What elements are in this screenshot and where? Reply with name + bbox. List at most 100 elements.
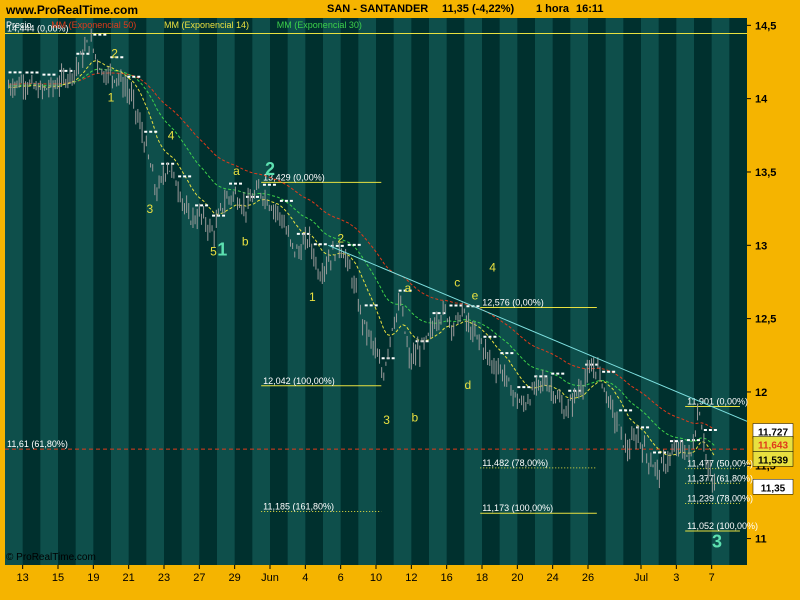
x-tick-label: 18 [476,572,488,584]
session-band [287,18,306,565]
wave-label: e [472,289,479,303]
wave-label: d [465,378,472,392]
ema50-line [8,72,715,431]
copyright-text: © ProRealTime.com [6,552,96,563]
fibonacci-levels: 14,444 (0,00%) 11,61 (61,80%) 13,429 (0,00… [5,24,758,532]
x-tick-label: 21 [123,572,135,584]
clock-time: 16:11 [576,3,604,15]
x-tick-label: 19 [87,572,99,584]
y-tick-label: 12,5 [755,314,776,326]
y-tick-label: 13 [755,240,767,252]
x-tick-label: 15 [52,572,64,584]
price-box [752,451,794,467]
fib-level-label: 11,239 (78,00%) [687,494,753,504]
wave-label: 2 [111,47,118,61]
wave-label: 1 [309,290,316,304]
fib-level-label: 11,477 (50,00%) [687,459,753,469]
fib-level-label: 14,444 (0,00%) [7,24,69,34]
last-quote: 11,35 (-4,22%) [442,3,515,15]
session-band [393,18,412,565]
wave-label: 4 [168,129,175,143]
wave-label: 3 [383,413,390,427]
price-bars [8,28,715,493]
fib-level-label: 11,173 (100,00%) [482,503,553,513]
price-box-label: 11,35 [761,483,786,494]
session-band [323,18,341,565]
session-band [75,18,94,565]
fib-level-label: 11,052 (100,00%) [687,521,758,531]
trendline-layer [328,244,748,422]
session-band [5,18,23,565]
fib-level-label: 11,482 (78,00%) [482,458,548,468]
session-band [252,18,270,565]
plot-background [5,18,747,565]
price-box-label: 11,727 [758,428,788,439]
price-box [752,479,794,495]
x-tick-label: 4 [302,572,308,584]
session-band [499,18,518,565]
fib-level-label: 13,429 (0,00%) [263,172,325,182]
timeframe: 1 hora [536,3,570,15]
wave-label: 3 [712,531,722,551]
session-band [111,18,129,565]
x-tick-label: 16 [441,572,453,584]
session-band [358,18,376,565]
y-tick-label: 14 [755,94,768,106]
fib-level-label: 11,901 (0,00%) [687,396,748,406]
wave-label: 1 [217,240,227,260]
wave-label: a [233,164,240,178]
x-tick-label: 24 [547,572,559,584]
session-band [464,18,482,565]
x-tick-label: 12 [405,572,417,584]
x-tick-label: Jul [634,572,648,584]
ema30-line [8,68,715,447]
legend-entry: MM (Exponencial 30) [277,20,362,30]
session-band [181,18,200,565]
session-band [535,18,553,565]
y-tick-label: 12 [755,387,767,399]
x-tick-label: Jun [261,572,279,584]
x-tick-label: 29 [229,572,241,584]
trendline [328,244,748,422]
price-box-label: 11,539 [758,455,788,466]
fib-level-label: 11,61 (61,80%) [7,439,68,449]
session-band [711,18,730,565]
site-title[interactable]: www.ProRealTime.com [6,3,139,17]
wave-label: a [404,281,411,295]
x-tick-label: 26 [582,572,594,584]
moving-averages [8,33,718,457]
x-axis: 13 15 19 21 23 27 29 Jun 4 6 10 12 16 18 20 24 26 Jul 3 7 [17,565,715,584]
x-tick-label: 23 [158,572,170,584]
x-tick-label: 10 [370,572,382,584]
wave-label: b [242,234,249,248]
wave-label: 5 [210,245,217,259]
legend-entry: MM (Exponencial 14) [164,20,249,30]
wave-label: 2 [337,231,344,245]
session-band [605,18,624,565]
ema14-line [8,60,715,457]
y-tick-label: 13,5 [755,167,776,179]
wave-label: b [412,410,419,424]
wave-label: 1 [108,91,115,105]
x-tick-label: 7 [709,572,715,584]
y-tick-label: 11 [755,534,767,546]
y-tick-label: 14,5 [755,20,776,32]
x-tick-label: 20 [511,572,523,584]
fib-level-label: 12,576 (0,00%) [482,297,544,307]
legend: Precio MM (Exponencial 50) MM (Exponencial… [6,20,362,30]
instrument-name: SAN - SANTANDER [327,3,429,15]
session-band [641,18,659,565]
session-band [217,18,235,565]
wave-label: 2 [265,159,275,179]
wave-label: 3 [147,202,154,216]
wave-label: c [454,275,460,289]
fib-level-label: 11,377 (61,80%) [687,473,753,483]
session-band [570,18,588,565]
session-band [146,18,164,565]
session-band [676,18,694,565]
x-tick-label: 6 [338,572,344,584]
